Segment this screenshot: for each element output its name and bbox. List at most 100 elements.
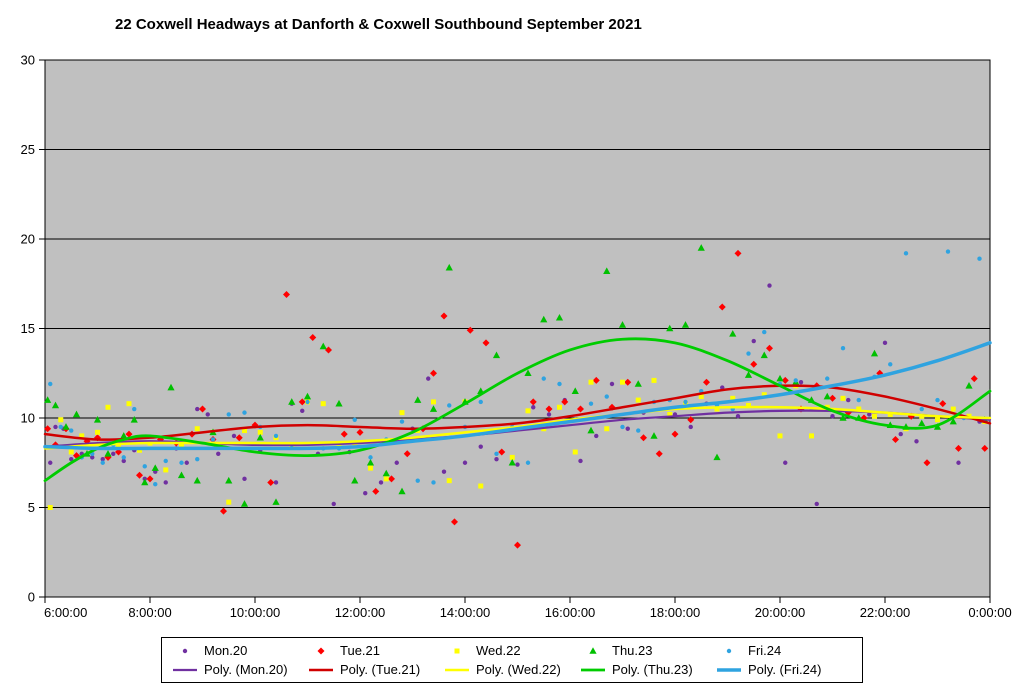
data-point [798, 380, 804, 385]
data-point [53, 424, 58, 430]
data-point [703, 378, 710, 386]
data-point [163, 467, 169, 473]
data-point [923, 459, 931, 467]
data-point [366, 458, 375, 466]
data-point [257, 429, 263, 435]
data-point [105, 404, 111, 410]
y-tick-label: 15 [21, 321, 35, 336]
data-point [100, 460, 105, 465]
data-point [867, 412, 872, 417]
legend-label: Wed.22 [476, 643, 521, 658]
y-tick-label: 0 [28, 590, 35, 605]
data-point [793, 378, 798, 383]
data-point [525, 460, 531, 465]
data-point [592, 376, 600, 384]
triangle-legend-icon [589, 646, 597, 654]
data-point [620, 379, 625, 385]
data-point [225, 476, 233, 484]
data-point [235, 434, 243, 442]
line-legend-icon [717, 667, 741, 672]
data-point [498, 448, 506, 456]
data-point [300, 408, 305, 414]
legend-label: Poly. (Thu.23) [612, 662, 693, 677]
data-point [776, 374, 784, 382]
data-point [545, 405, 553, 413]
data-point [577, 405, 584, 413]
data-point [388, 475, 395, 483]
data-point [163, 458, 168, 464]
data-point [892, 435, 899, 443]
data-point [130, 415, 138, 423]
data-point [466, 326, 474, 334]
data-point [635, 397, 641, 403]
data-point [746, 402, 751, 408]
data-point [887, 411, 893, 417]
data-point [100, 456, 105, 462]
data-point [48, 460, 53, 465]
data-point [136, 471, 143, 479]
data-point [494, 451, 499, 456]
data-point [317, 647, 325, 654]
data-point [283, 290, 290, 298]
data-point [403, 450, 411, 458]
data-point [216, 451, 221, 456]
data-point [382, 469, 390, 477]
data-point [751, 338, 756, 344]
data-point [58, 417, 64, 423]
data-point [872, 413, 877, 419]
data-point [683, 399, 688, 405]
data-point [767, 283, 772, 288]
legend-label: Thu.23 [612, 643, 653, 658]
data-point [151, 464, 159, 471]
data-point [750, 360, 758, 368]
data-point [199, 405, 206, 413]
data-point [210, 437, 216, 442]
data-point [956, 460, 961, 465]
data-point [431, 399, 436, 405]
data-point [515, 462, 520, 467]
data-point [340, 430, 348, 438]
data-point [636, 428, 641, 433]
data-point [51, 401, 60, 409]
x-tick-label: 12:00:00 [335, 605, 386, 620]
data-point [561, 398, 569, 406]
data-point [430, 369, 437, 377]
data-point [814, 501, 819, 507]
data-point [825, 376, 830, 381]
data-point [634, 380, 642, 387]
data-point [429, 405, 438, 412]
data-point [781, 376, 789, 384]
data-point [977, 256, 982, 261]
trendline-Poly. (Thu.23) [43, 337, 992, 483]
data-point [965, 381, 973, 389]
data-point [441, 469, 447, 474]
data-point [945, 249, 951, 254]
data-point [231, 433, 237, 439]
data-point [240, 500, 249, 507]
data-point [482, 339, 490, 347]
data-point [125, 430, 133, 438]
x-tick-label: 0:00:00 [968, 605, 1011, 620]
data-point [478, 483, 484, 489]
data-point [398, 487, 406, 495]
trendline-Poly. (Fri.24) [43, 341, 992, 451]
data-point [783, 460, 788, 465]
data-point [137, 447, 142, 453]
data-point [714, 406, 720, 412]
x-tick-label: 6:00:00 [44, 605, 87, 620]
data-point [587, 426, 595, 434]
data-point [882, 340, 888, 346]
data-point [325, 346, 332, 354]
x-tick-label: 8:00:00 [128, 605, 171, 620]
legend-item: Tue.21 [308, 643, 444, 658]
data-point [431, 480, 436, 485]
x-tick-label: 20:00:00 [755, 605, 806, 620]
data-point [935, 397, 940, 403]
data-point [351, 476, 359, 484]
data-point [734, 249, 742, 257]
data-point [256, 433, 264, 441]
data-point [939, 400, 947, 408]
data-point [184, 460, 189, 465]
data-point [746, 351, 751, 356]
data-point [47, 505, 53, 510]
